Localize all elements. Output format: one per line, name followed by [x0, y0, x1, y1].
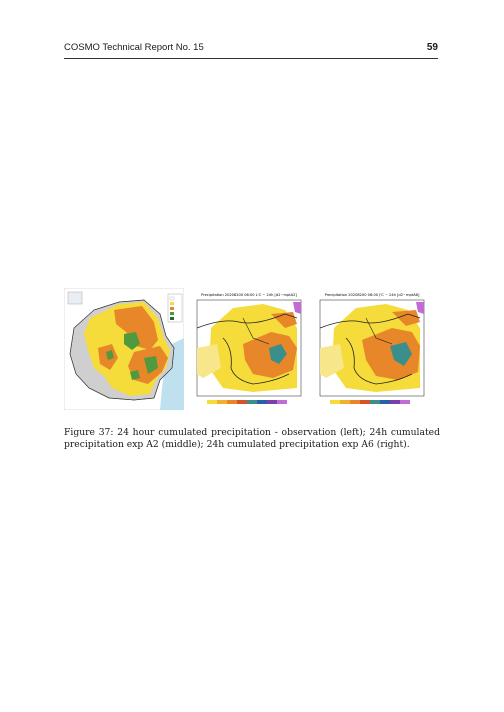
observation-map	[64, 288, 184, 410]
model-map-a6: Precipitation 20208200 06:00 J'C ~ 24h […	[316, 288, 428, 410]
page-header: COSMO Technical Report No. 15 59	[64, 42, 438, 56]
header-rule	[64, 58, 438, 59]
middle-map-title: Precipitation 20208200 06:00 L'C ~ 24h […	[201, 293, 297, 297]
right-map-title: Precipitation 20208200 06:00 J'C ~ 24h […	[325, 293, 420, 297]
report-title: COSMO Technical Report No. 15	[64, 42, 204, 53]
page-number: 59	[426, 42, 438, 53]
figure-caption: Figure 37: 24 hour cumulated precipitati…	[64, 427, 440, 450]
model-map-a2: Precipitation 20208200 06:00 L'C ~ 24h […	[193, 288, 305, 410]
